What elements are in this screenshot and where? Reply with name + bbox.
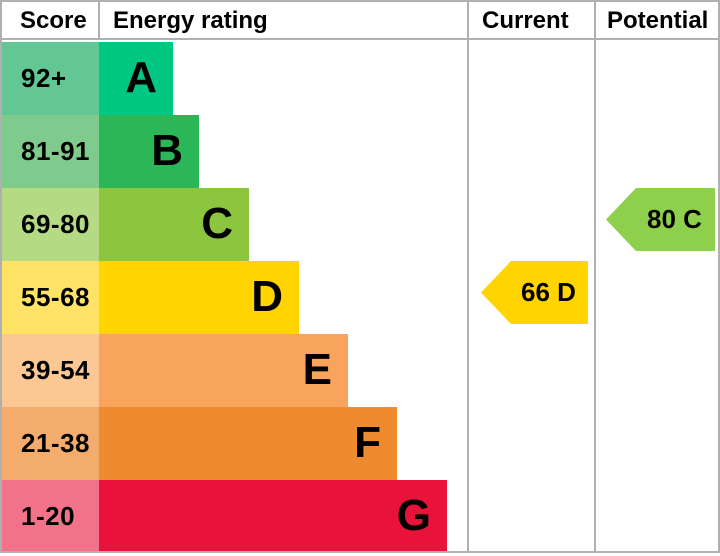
band-row-c: 69-80 C: [2, 187, 718, 261]
table-header: Score Energy rating Current Potential: [2, 2, 718, 40]
column-divider-current: [467, 2, 469, 551]
band-letter-c: C: [201, 199, 233, 248]
column-divider-potential: [594, 2, 596, 551]
score-range-b: 81-91: [2, 114, 99, 188]
score-range-a: 92+: [2, 41, 99, 115]
band-bar-c: C: [99, 187, 249, 261]
band-letter-g: G: [396, 491, 431, 540]
band-row-e: 39-54 E: [2, 333, 718, 407]
band-letter-a: A: [125, 53, 157, 102]
band-letter-e: E: [302, 345, 332, 394]
band-letter-d: D: [251, 272, 283, 321]
band-row-b: 81-91 B: [2, 114, 718, 188]
band-row-d: 55-68 D: [2, 260, 718, 334]
band-bar-b: B: [99, 114, 199, 188]
band-letter-b: B: [151, 126, 183, 175]
header-score: Score: [2, 2, 100, 38]
band-bar-f: F: [99, 406, 397, 480]
band-bar-g: G: [99, 479, 447, 551]
score-range-f: 21-38: [2, 406, 99, 480]
header-current: Current: [482, 7, 569, 34]
score-range-d: 55-68: [2, 260, 99, 334]
band-row-g: 1-20 G: [2, 479, 718, 551]
score-range-e: 39-54: [2, 333, 99, 407]
band-row-f: 21-38 F: [2, 406, 718, 480]
current-rating-label: 66 D: [521, 277, 576, 307]
header-potential: Potential: [607, 7, 709, 34]
band-letter-f: F: [354, 418, 381, 467]
score-range-g: 1-20: [2, 479, 99, 551]
band-bar-e: E: [99, 333, 348, 407]
score-range-c: 69-80: [2, 187, 99, 261]
band-row-a: 92+ A: [2, 41, 718, 115]
band-bar-a: A: [99, 41, 173, 115]
band-bar-d: D: [99, 260, 299, 334]
potential-rating-label: 80 C: [647, 204, 702, 234]
header-energy-rating: Energy rating: [113, 7, 268, 34]
band-rows: 92+ A 81-91 B 69-80 C 55-68 D 39-54 E 21-38 F 1-20 G: [2, 41, 718, 551]
